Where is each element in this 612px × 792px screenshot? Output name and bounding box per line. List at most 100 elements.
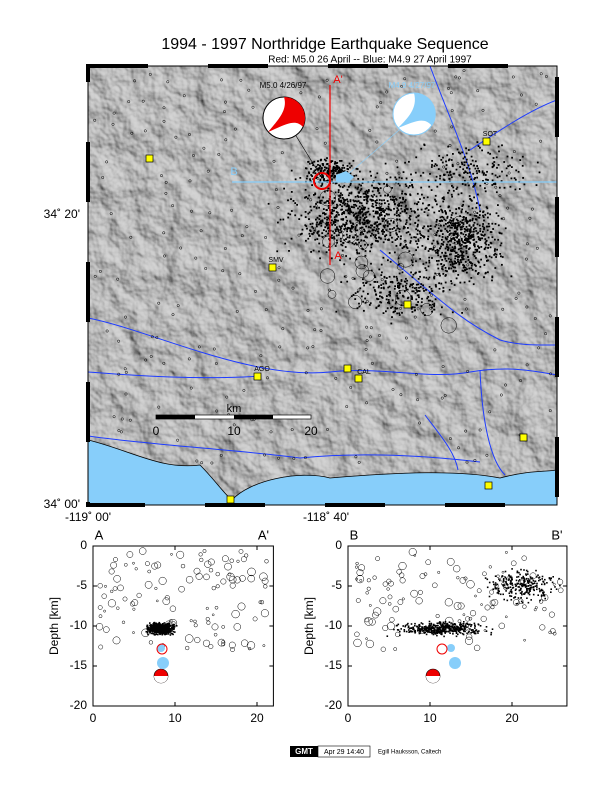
quake bbox=[470, 178, 472, 181]
quake bbox=[335, 214, 338, 216]
hypocenter bbox=[104, 584, 107, 588]
quake bbox=[299, 177, 302, 179]
hypocenter bbox=[444, 632, 446, 634]
hypocenter bbox=[244, 553, 249, 558]
quake bbox=[471, 268, 474, 271]
quake bbox=[460, 261, 463, 264]
hypocenter bbox=[525, 574, 528, 576]
quake bbox=[460, 247, 463, 250]
quake bbox=[484, 242, 487, 244]
quake bbox=[117, 372, 121, 376]
quake bbox=[443, 394, 447, 397]
quake bbox=[484, 272, 487, 275]
quake bbox=[388, 301, 390, 303]
quake bbox=[487, 222, 490, 225]
quake bbox=[391, 236, 393, 239]
quake bbox=[460, 192, 463, 195]
quake bbox=[450, 220, 453, 222]
hypocenter bbox=[153, 624, 156, 627]
quake bbox=[395, 232, 398, 234]
quake bbox=[373, 186, 375, 189]
hypocenter bbox=[158, 576, 167, 585]
quake bbox=[348, 162, 351, 165]
quake bbox=[297, 233, 301, 237]
hypocenter bbox=[198, 552, 203, 557]
quake bbox=[433, 276, 435, 279]
quake bbox=[451, 222, 454, 225]
hypocenter bbox=[540, 589, 543, 592]
quake bbox=[507, 171, 511, 175]
quake bbox=[163, 254, 166, 258]
road bbox=[469, 99, 557, 151]
quake bbox=[388, 213, 390, 216]
hypocenter bbox=[506, 583, 508, 585]
quake bbox=[331, 212, 334, 215]
quake bbox=[323, 169, 326, 171]
quake bbox=[370, 194, 373, 197]
quake bbox=[334, 242, 338, 246]
quake bbox=[497, 214, 500, 217]
quake bbox=[518, 188, 521, 190]
hypocenter bbox=[110, 589, 114, 594]
quake bbox=[459, 254, 461, 257]
quake bbox=[328, 202, 330, 204]
hypocenter bbox=[359, 578, 363, 582]
quake bbox=[446, 171, 449, 174]
quake bbox=[465, 158, 468, 161]
quake bbox=[442, 178, 445, 181]
hypocenter bbox=[214, 605, 219, 610]
quake bbox=[319, 307, 323, 311]
scale-tick: 10 bbox=[227, 424, 241, 438]
hypocenter bbox=[146, 631, 149, 633]
quake bbox=[339, 203, 342, 206]
hypocenter bbox=[454, 629, 456, 631]
quake bbox=[368, 335, 372, 339]
quake bbox=[464, 228, 467, 231]
hypocenter bbox=[414, 630, 416, 633]
quake bbox=[335, 182, 338, 184]
stations bbox=[145, 137, 528, 504]
quake bbox=[346, 228, 349, 231]
hypocenter bbox=[520, 583, 522, 585]
hypocenter bbox=[539, 624, 546, 631]
hypocenter bbox=[136, 592, 142, 598]
quake bbox=[372, 234, 375, 236]
quake bbox=[413, 315, 417, 319]
quake bbox=[315, 202, 317, 205]
quake bbox=[505, 167, 508, 170]
quake bbox=[461, 205, 464, 207]
hypocenter bbox=[543, 595, 546, 597]
quake bbox=[376, 221, 378, 224]
quake bbox=[317, 160, 319, 163]
quake bbox=[548, 409, 552, 413]
quake bbox=[521, 155, 524, 158]
quake bbox=[438, 287, 441, 290]
hypocenter bbox=[224, 562, 232, 571]
quake bbox=[366, 236, 368, 239]
quake bbox=[304, 224, 307, 227]
scale-bar bbox=[155, 414, 312, 420]
quake bbox=[399, 212, 402, 215]
quake bbox=[348, 227, 351, 229]
hypocenter bbox=[440, 633, 443, 635]
hypocenter bbox=[421, 629, 423, 631]
quake bbox=[385, 178, 388, 181]
quake bbox=[455, 227, 458, 230]
hypocenter bbox=[409, 627, 411, 630]
quake bbox=[112, 111, 116, 115]
hypocenter bbox=[167, 628, 169, 630]
quake bbox=[435, 220, 438, 223]
hypocenter bbox=[527, 601, 530, 604]
quake bbox=[391, 280, 394, 283]
quake bbox=[334, 221, 337, 224]
quake bbox=[443, 255, 446, 258]
hypocenter bbox=[355, 575, 365, 584]
hypocenter bbox=[533, 608, 537, 612]
quake bbox=[378, 207, 381, 210]
hypocenter bbox=[522, 578, 526, 582]
quake bbox=[463, 172, 465, 174]
quake bbox=[340, 230, 343, 233]
quake bbox=[464, 184, 467, 186]
quake bbox=[489, 231, 492, 233]
quake bbox=[354, 234, 357, 236]
